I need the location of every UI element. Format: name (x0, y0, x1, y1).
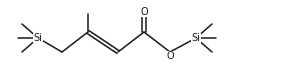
Text: Si: Si (192, 33, 201, 43)
Text: O: O (140, 7, 148, 17)
Text: Si: Si (34, 33, 42, 43)
Text: O: O (166, 51, 174, 61)
